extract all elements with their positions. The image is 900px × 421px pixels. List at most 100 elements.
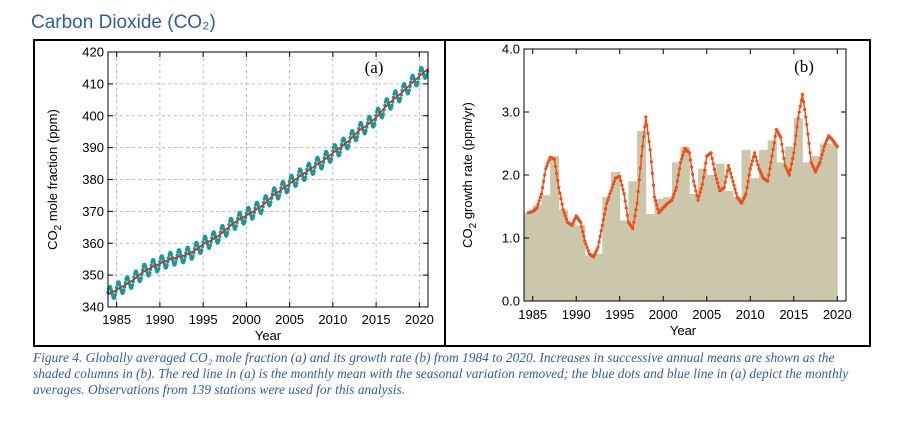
growth-rate-dot [557,186,561,190]
growth-rate-dot [766,179,770,183]
y-axis-label: CO2 growth rate (ppm/yr) [460,102,479,248]
x-axis-label: Year [255,328,282,343]
growth-rate-dot [611,182,615,186]
monthly-average-dot [282,181,286,185]
y-tick-label: 3.0 [502,105,520,120]
growth-rate-dot [746,179,750,183]
monthly-average-dot [286,187,290,192]
monthly-average-dot [126,276,130,281]
x-tick-label: 1990 [145,312,174,327]
monthly-average-dot [354,138,359,142]
monthly-average-dot [238,212,243,216]
growth-column [785,146,795,301]
monthly-average-dot [213,231,217,236]
monthly-average-dot [268,203,272,207]
growth-rate-dot [623,199,627,203]
growth-column [602,197,612,301]
monthly-average-dot [122,288,126,293]
growth-rate-dot [696,198,700,202]
growth-rate-dot [622,192,626,196]
growth-rate-dot [805,123,809,127]
growth-rate-dot [605,201,609,205]
monthly-average-dot [217,238,221,242]
growth-rate-dot [730,175,734,179]
trend-line [107,68,429,296]
growth-rate-dot [796,116,800,120]
growth-rate-dot [817,163,821,167]
monthly-average-dot [152,259,156,264]
growth-rate-dot [675,179,679,183]
growth-rate-dot [582,234,586,238]
growth-rate-dot [748,167,752,171]
monthly-average-dot [389,106,393,110]
monthly-average-dot [316,157,321,161]
monthly-average-dot [290,175,295,179]
monthly-average-dot [355,135,360,139]
growth-rate-dot [608,192,612,196]
growth-rate-dot [599,229,603,233]
growth-rate-dot [747,173,751,177]
x-tick-label: 2005 [275,312,304,327]
monthly-average-dot [130,283,135,287]
monthly-average-dot [385,98,390,102]
growth-rate-dot [642,135,646,139]
growth-column [584,255,594,301]
growth-rate-dot [760,174,764,178]
growth-column [654,198,664,301]
growth-column [558,209,568,301]
growth-rate-dot [701,175,706,179]
growth-rate-dot [815,167,819,172]
growth-rate-dot [772,141,776,145]
growth-rate-dot [556,178,560,183]
growth-rate-dot [723,180,727,184]
growth-rate-dot [638,166,642,170]
monthly-average-dot [138,279,143,283]
growth-rate-dot [546,161,550,165]
monthly-average-dot [373,121,377,126]
growth-rate-dot [687,151,691,155]
figure-frame [33,39,871,347]
growth-rate-dot [726,164,731,168]
y-tick-label: 1.0 [502,231,520,246]
growth-rate-dot [704,161,708,165]
panel-label-b: (b) [794,57,814,76]
growth-rate-dot [820,152,824,157]
growth-rate-dot [631,227,635,231]
growth-rate-dot [634,208,638,212]
growth-rate-dot [809,160,813,164]
growth-column [828,143,838,301]
growth-rate-dot [538,195,542,199]
monthly-average-dot [347,143,351,148]
growth-rate-dot [596,245,600,249]
monthly-average-dot [179,256,184,260]
monthly-average-dot [195,242,200,246]
monthly-average-dot [109,286,113,290]
x-tick-label: 1985 [518,307,547,322]
growth-rate-dot [649,160,653,164]
monthly-average-dot [243,219,247,223]
growth-column [750,178,760,301]
monthly-average-dot [407,88,411,92]
growth-rate-dot [799,98,803,102]
growth-rate-dot [652,195,657,199]
growth-rate-dot [648,148,652,152]
x-tick-label: 1990 [562,307,591,322]
monthly-average-dot [204,236,208,240]
growth-column [637,130,647,301]
growth-rate-dot [635,201,639,205]
monthly-average-dot [117,281,122,286]
growth-rate-dot [637,178,641,182]
growth-rate-dot [743,194,747,198]
growth-column [776,162,786,301]
monthly-average-dot [169,252,174,256]
growth-rate-dot [724,175,728,179]
monthly-average-dot [174,260,178,265]
growth-rate-dot [563,214,567,218]
y-tick-label: 370 [82,204,104,219]
growth-rate-dot [797,110,801,114]
monthly-average-dot [269,200,273,204]
monthly-average-dot [148,271,152,275]
growth-rate-dot [645,123,649,127]
growth-rate-dot [767,173,771,177]
growth-rate-dot [600,223,604,227]
